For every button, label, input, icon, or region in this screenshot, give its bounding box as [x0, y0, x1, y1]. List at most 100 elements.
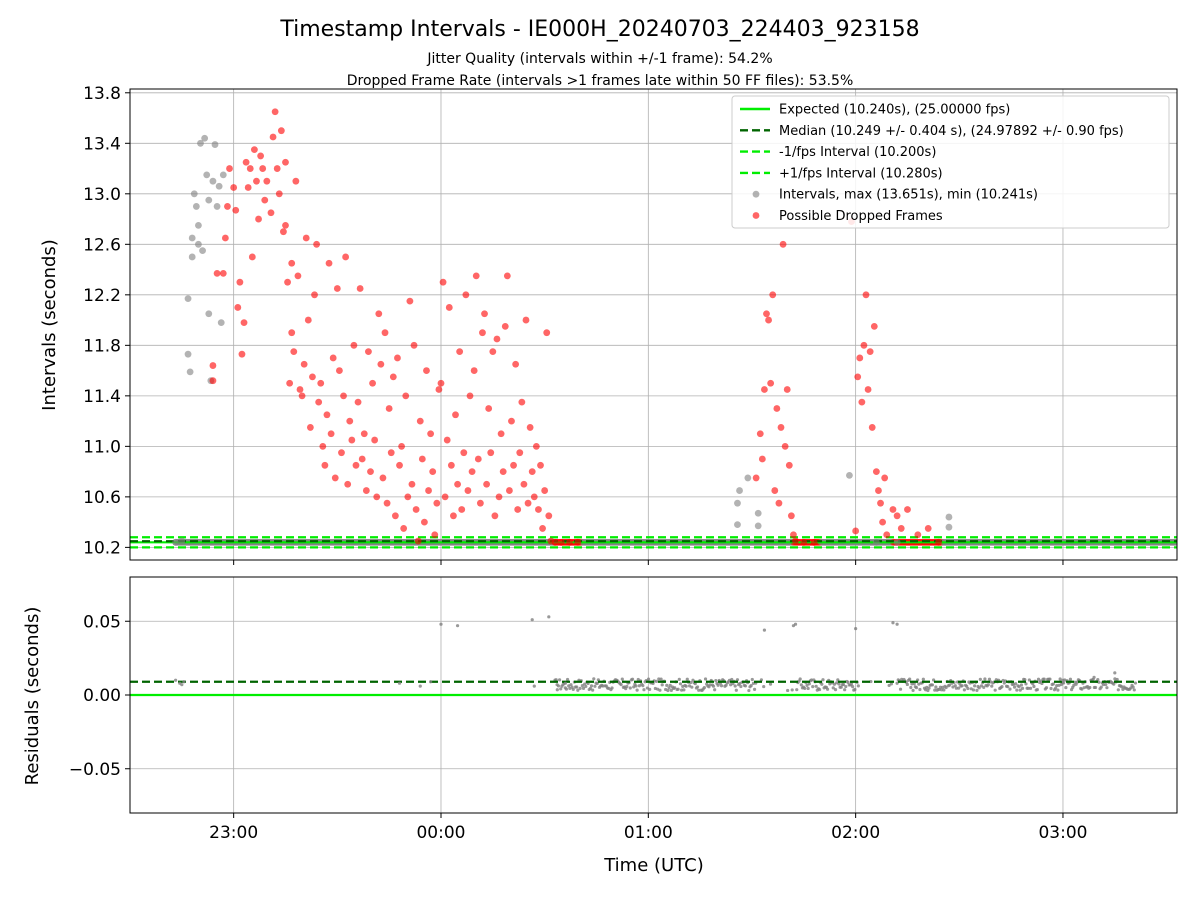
residual-point [648, 687, 652, 691]
dropped-frame-point [429, 468, 437, 476]
residual-point [1115, 677, 1119, 682]
residual-point [1097, 680, 1101, 684]
residual-point [853, 687, 857, 692]
residual-point [619, 683, 623, 687]
y-tick-label: 13.4 [83, 134, 121, 154]
dropped-frame-point [284, 278, 291, 286]
residual-point [825, 687, 830, 691]
dropped-frame-point [439, 278, 447, 286]
residual-point [962, 688, 966, 692]
residual-point [660, 683, 664, 687]
interval-point [893, 538, 901, 546]
residual-point [1099, 685, 1103, 689]
dropped-frame-point [787, 512, 795, 520]
residual-point [1048, 677, 1052, 681]
dropped-frame-point [406, 297, 414, 305]
residual-point [983, 677, 987, 681]
dropped-frame-point [771, 487, 779, 494]
dropped-frame-point [221, 234, 229, 242]
residual-point [979, 684, 984, 688]
residual-point [832, 682, 836, 686]
residual-point [1064, 685, 1068, 690]
residual-point [714, 678, 718, 683]
dropped-frame-point [935, 538, 942, 546]
residual-point [895, 681, 899, 685]
residual-point [576, 688, 580, 692]
residual-point [180, 683, 184, 687]
legend-box [731, 95, 1170, 229]
residual-point [610, 686, 614, 690]
residual-point [993, 688, 997, 692]
interval-point [186, 368, 194, 376]
residual-point [635, 688, 639, 692]
dropped-frame-point [230, 184, 238, 191]
dropped-frame-point [765, 316, 772, 324]
residual-point [973, 684, 977, 688]
dropped-frame-point [360, 430, 368, 438]
dropped-frame-point [458, 506, 466, 513]
residual-point [762, 628, 767, 632]
interval-point [205, 310, 213, 318]
dropped-frame-point [870, 322, 878, 330]
dropped-frame-point [255, 215, 262, 223]
residual-point [856, 684, 860, 688]
residual-point [909, 685, 913, 690]
dropped-frame-point [508, 417, 515, 425]
dropped-frame-point [242, 158, 250, 166]
dropped-frame-point [460, 449, 468, 457]
residual-point [933, 688, 937, 692]
residual-point [795, 688, 799, 692]
residual-point [589, 684, 594, 688]
residual-point [1039, 679, 1043, 683]
y-tick-label: 11.0 [83, 437, 121, 457]
residual-point [1133, 681, 1138, 685]
dropped-frame-point [489, 348, 497, 356]
dropped-frame-point [213, 269, 221, 277]
dropped-frame-point [897, 525, 905, 532]
interval-point [945, 523, 953, 531]
dropped-frame-point [800, 538, 808, 546]
dropped-frame-point [852, 527, 860, 535]
residual-point [1049, 686, 1053, 691]
residual-point [841, 682, 846, 687]
residual-point [695, 685, 700, 689]
dropped-frame-point [790, 531, 797, 539]
dropped-frame-point [514, 506, 522, 513]
dropped-frame-point [358, 455, 366, 463]
dropped-frame-point [375, 310, 383, 318]
x-tick-label: 23:00 [209, 823, 258, 843]
residual-point [762, 684, 766, 689]
dropped-frame-point [881, 474, 889, 482]
residual-point [666, 688, 670, 693]
residual-point [719, 684, 724, 688]
residual-point [601, 684, 605, 688]
residual-point [697, 688, 701, 692]
residual-point [918, 687, 922, 692]
residual-point [1061, 678, 1065, 682]
dropped-frame-point [219, 269, 227, 277]
dropped-frame-point [412, 506, 420, 513]
residual-point [583, 682, 587, 686]
residual-point [752, 687, 757, 691]
dropped-frame-point [362, 487, 370, 494]
residual-point [708, 683, 712, 687]
dropped-frame-point [566, 538, 573, 546]
dropped-frame-point [557, 538, 565, 546]
dropped-frame-point [543, 329, 551, 337]
dropped-frame-point [877, 499, 884, 507]
y-tick-label: 12.6 [83, 235, 121, 255]
dropped-frame-point [263, 177, 271, 185]
y-axis-label-intervals: Intervals (seconds) [39, 239, 60, 411]
legend-entry: Intervals, max (13.651s), min (10.241s) [752, 188, 1038, 203]
residual-point [790, 688, 794, 692]
legend-label: Intervals, max (13.651s), min (10.241s) [779, 188, 1038, 203]
legend-entry: -1/fps Interval (10.200s) [740, 145, 936, 160]
residual-point [581, 686, 586, 690]
dropped-frame-point [524, 499, 532, 507]
residual-point [805, 683, 809, 687]
dropped-frame-point [503, 272, 511, 280]
residual-point [565, 677, 570, 682]
dropped-frame-point [365, 348, 372, 356]
dropped-frame-point [431, 531, 439, 539]
